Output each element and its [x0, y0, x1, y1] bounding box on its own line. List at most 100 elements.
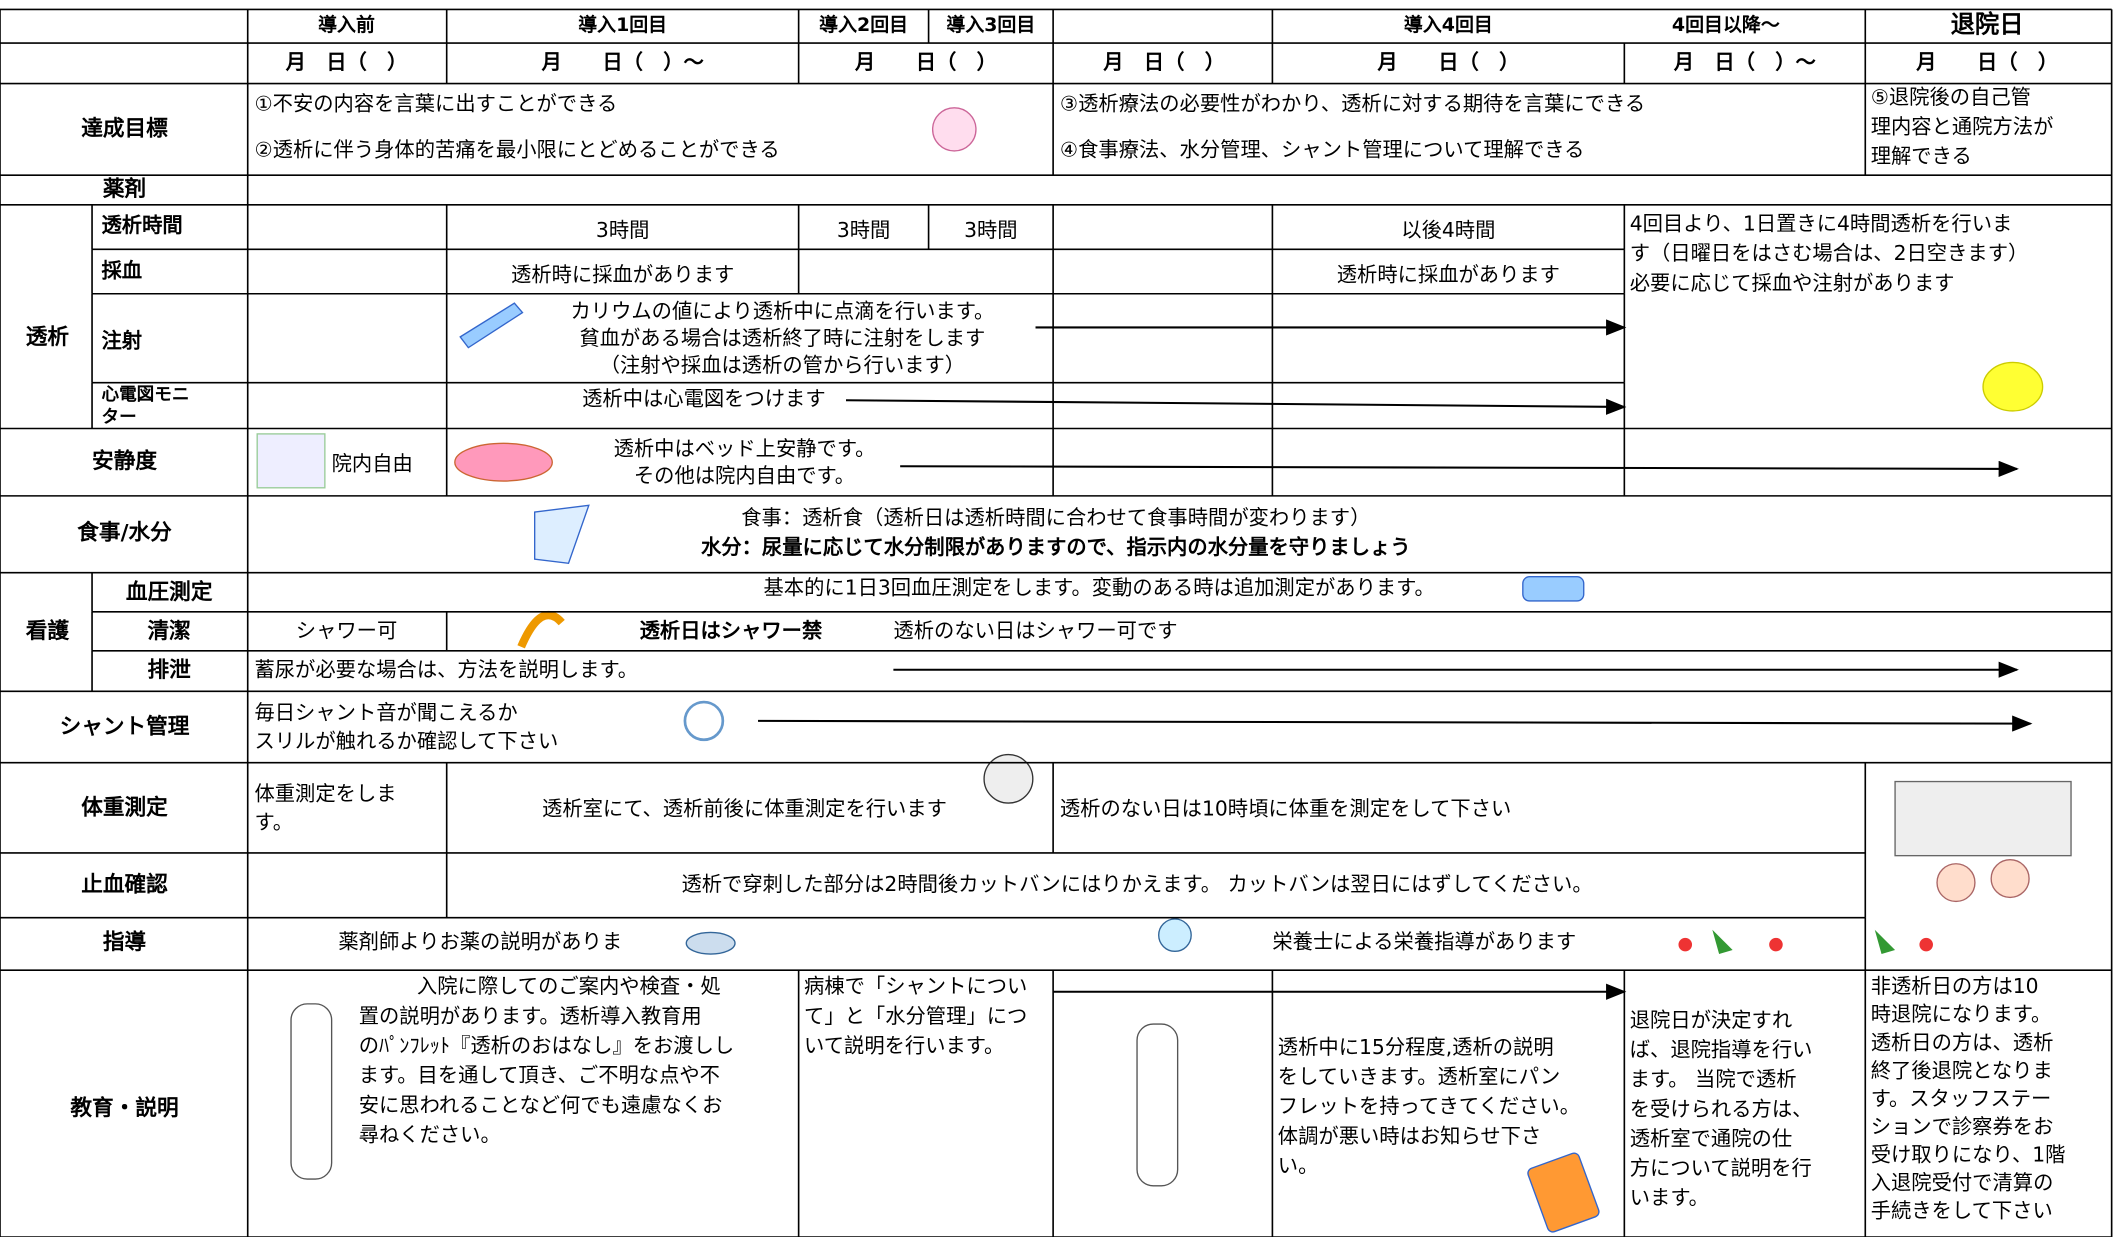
sub-label: 排泄: [148, 658, 192, 683]
cell-text: 透析で穿刺した部分は2時間後カットバンにはりかえます。 カットバンは翌日にはずし…: [681, 872, 1592, 896]
date-header: 月 日（ ）: [1915, 50, 2058, 74]
cell-text: 薬剤師よりお薬の説明がありま: [338, 930, 622, 954]
cell-text: 透析室で通院の仕: [1630, 1127, 1792, 1151]
cell-text: を受けられる方は、: [1630, 1097, 1813, 1121]
row-label: 薬剤: [103, 176, 146, 202]
star-icon: [1982, 361, 2044, 412]
row-label: 体重測定: [81, 795, 168, 821]
phase-header: 導入2回目: [819, 13, 908, 36]
goal: ①不安の内容を言葉に出すことができる: [254, 92, 617, 116]
cell-text: 透析時に採血があります: [511, 263, 734, 287]
cell-text: て」と「水分管理」につ: [804, 1004, 1027, 1028]
cell-text: をしていきます。透析室にパン: [1278, 1065, 1561, 1089]
goal: 理解できる: [1871, 144, 1972, 168]
cell-text: ます。目を通して頂き、ご不明な点や不: [359, 1063, 720, 1087]
date-header: 月 日（ ）: [1102, 50, 1225, 74]
doctor-icon: [1990, 859, 2030, 899]
sub-label: 透析時間: [102, 213, 183, 237]
nurse-figure: [290, 1003, 333, 1180]
phase-header: 導入3回目: [946, 13, 1035, 36]
cell-text: す。スタッフステー: [1871, 1086, 2052, 1110]
cell-text: 尋ねください。: [359, 1122, 501, 1146]
scale-icon: [983, 753, 1034, 804]
phase-header: 導入4回目: [1404, 13, 1493, 36]
bed-icon: [454, 442, 553, 482]
cell-text: 受け取りになり、1階: [1871, 1142, 2066, 1166]
hospital-icon: [1894, 780, 2072, 857]
cell-text: （注射や採血は透析の管から行います）: [600, 353, 965, 377]
cell-text: い。: [1278, 1153, 1319, 1177]
cell-text: 院内自由: [332, 451, 413, 475]
textbook-icon: [1527, 1152, 1600, 1233]
cell-text: のﾊﾟﾝﾌﾚｯﾄ『透析のおはなし』をお渡しし: [359, 1034, 734, 1058]
row-label: 看護: [26, 618, 70, 644]
cell-text: 透析時に採血があります: [1337, 263, 1560, 287]
row-label: 食事/水分: [77, 520, 172, 546]
cell-text: ションで診察券をお: [1871, 1114, 2054, 1138]
cell-text: 透析日の方は、透析: [1871, 1030, 2054, 1054]
cell-text: ば、退院指導を行い: [1630, 1038, 1813, 1062]
nurse-figure: [1136, 1023, 1179, 1187]
cell-text: 毎日シャント音が聞こえるか: [254, 701, 517, 725]
cell-text: 方について説明を行: [1630, 1156, 1812, 1180]
cell-text: 透析中は心電図をつけます: [582, 387, 826, 411]
cell-text: ます。 当院で透析: [1630, 1067, 1797, 1091]
goal: ⑤退院後の自己管: [1871, 85, 2031, 109]
cell-text: 蓄尿が必要な場合は、方法を説明します。: [254, 658, 638, 682]
row-label: シャント管理: [60, 714, 190, 740]
cell-text: 体調が悪い時はお知らせ下さ: [1278, 1124, 1541, 1148]
date-header: 月 日（ ）～: [540, 50, 703, 74]
row-label: 達成目標: [81, 115, 168, 141]
cell-text: 手続きをして下さい: [1871, 1198, 2053, 1222]
cell-text: 透析中に15分程度,透析の説明: [1278, 1035, 1554, 1059]
sub-label: 血圧測定: [126, 579, 213, 605]
cell-text: 入院に際してのご案内や検査・処: [417, 974, 721, 998]
cell-text: 食事：透析食（透析日は透析時間に合わせて食事時間が変わります）: [741, 505, 1370, 529]
cell-text: 時退院になります。: [1871, 1002, 2052, 1026]
row-label: 安静度: [92, 448, 157, 474]
cell-text: 以後4時間: [1401, 218, 1495, 242]
cell-text: 貧血がある場合は透析終了時に注射をします: [579, 326, 985, 350]
cell-text: その他は院内自由です。: [634, 464, 855, 488]
cell-text: 安に思われることなど何でも遠慮なくお: [359, 1093, 723, 1117]
cell-text: シャワー可: [296, 619, 397, 643]
goal: 理内容と通院方法が: [1871, 115, 2054, 139]
cell-text: 非透析日の方は10: [1871, 974, 2039, 998]
goal: ③透析療法の必要性がわかり、透析に対する期待を言葉にできる: [1060, 92, 1645, 116]
row-label: 教育・説明: [70, 1095, 178, 1121]
cell-text: 栄養士による栄養指導があります: [1272, 930, 1576, 954]
cell-text: 3時間: [596, 218, 650, 242]
row-label: 止血確認: [81, 871, 168, 897]
cell-text: す。: [254, 810, 293, 834]
cell-text: 置の説明があります。透析導入教育用: [359, 1004, 702, 1028]
medicine-icon: [685, 931, 736, 955]
note: 必要に応じて採血や注射があります: [1630, 271, 1955, 295]
cell-text: 3時間: [964, 218, 1018, 242]
arrow: [758, 715, 2033, 732]
syringe-icon: [459, 302, 524, 349]
person-icon: [256, 433, 326, 489]
arrow: [846, 398, 1627, 415]
nurse-icon: [1936, 863, 1976, 903]
stethoscope-icon: [683, 700, 725, 742]
phase-header: 4回目以降～: [1672, 13, 1780, 36]
cell-text: 透析のない日はシャワー可です: [893, 619, 1177, 643]
note: 4回目より、1日置きに4時間透析を行いま: [1630, 212, 2013, 236]
cell-text: 透析日はシャワー禁: [640, 619, 823, 643]
row-label: 透析: [26, 325, 70, 350]
date-header: 月 日（ ）: [854, 50, 997, 74]
note: す（日曜日をはさむ場合は、2日空きます）: [1630, 241, 2029, 265]
sub-label: ター: [102, 408, 137, 428]
sub-label: 採血: [102, 259, 143, 283]
goal: ④食事療法、水分管理、シャント管理について理解できる: [1060, 137, 1585, 161]
arrow: [900, 460, 2019, 477]
cell-text: スリルが触れるか確認して下さい: [254, 729, 558, 753]
cell-text: います。: [1630, 1186, 1709, 1210]
cell-text: 病棟で「シャントについ: [804, 974, 1027, 998]
cell-text: 3時間: [837, 218, 891, 242]
shower-icon: [517, 611, 565, 649]
phase-header: 導入前: [318, 13, 375, 36]
vegetables-icon: [1678, 929, 1933, 955]
dietitian-icon: [1158, 918, 1192, 953]
